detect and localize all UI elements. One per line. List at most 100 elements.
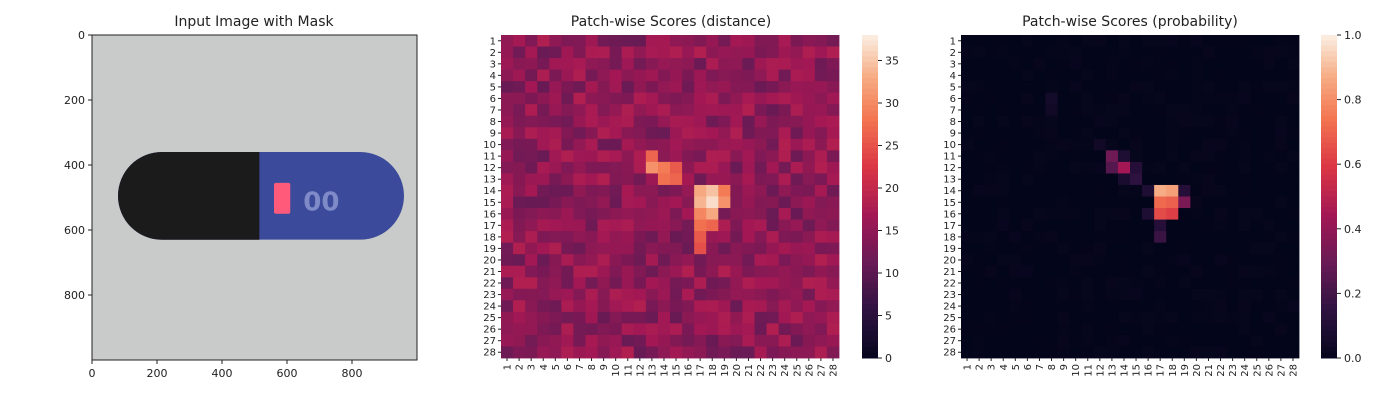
heatmap-cell [814, 173, 828, 186]
y-tick-label: 14 [483, 186, 496, 197]
heatmap-cell [997, 323, 1010, 336]
heatmap-cell [1262, 254, 1276, 267]
heatmap-cell [1166, 184, 1179, 197]
heatmap-cell [802, 254, 816, 267]
heatmap-cell [1262, 58, 1276, 71]
heatmap-cell [1178, 115, 1191, 128]
colorbar-segment [1321, 67, 1337, 74]
heatmap-cell [790, 104, 804, 117]
heatmap-cell [1166, 208, 1179, 220]
heatmap-cell [585, 196, 598, 209]
heatmap-cell [1274, 115, 1288, 128]
heatmap-cell [790, 334, 804, 347]
heatmap-cell [1081, 311, 1095, 324]
heatmap-cell [633, 58, 647, 71]
heatmap-cell [778, 115, 792, 128]
heatmap-cell [1117, 323, 1131, 336]
heatmap-cell [1262, 104, 1276, 117]
heatmap-cell [633, 127, 647, 140]
heatmap-cell [754, 35, 767, 47]
heatmap-cell [573, 300, 586, 313]
heatmap-cell [1009, 104, 1022, 117]
x-tick-label: 7 [575, 364, 586, 370]
colorbar-segment [1321, 223, 1337, 230]
heatmap-cell [645, 46, 659, 59]
y-tick-label: 2 [950, 48, 956, 59]
heatmap-cell [1021, 161, 1034, 174]
heatmap-cell [730, 161, 743, 174]
heatmap-cell [730, 288, 743, 301]
heatmap-cell [1238, 69, 1252, 82]
heatmap-cell [718, 208, 731, 220]
x-tick-label: 6 [1023, 364, 1034, 370]
heatmap-cell [1142, 35, 1155, 47]
heatmap-cell [754, 300, 767, 313]
heatmap-cell [1226, 138, 1240, 151]
heatmap-cell [1250, 161, 1264, 174]
heatmap-cell [814, 127, 828, 140]
heatmap-cell [1178, 150, 1191, 163]
heatmap-cell [1057, 92, 1071, 105]
heatmap-cell [682, 311, 695, 324]
heatmap-cell [1226, 277, 1240, 290]
heatmap-cell [537, 254, 550, 267]
heatmap-cell [585, 35, 598, 47]
x-tick-label: 14 [659, 364, 670, 377]
colorbar-tick-label: 0.0 [1344, 352, 1362, 365]
heatmap-cell [1117, 69, 1131, 82]
heatmap-cell [1178, 346, 1191, 359]
x-tick-label: 10 [611, 364, 622, 377]
heatmap-cell [1021, 115, 1034, 128]
heatmap-cell [718, 138, 731, 151]
heatmap-cell [501, 288, 514, 301]
heatmap-cell [1190, 92, 1203, 105]
heatmap-cell [973, 242, 986, 255]
heatmap-cell [1057, 173, 1071, 186]
colorbar-segment [1321, 250, 1337, 257]
colorbar-segment [862, 244, 878, 251]
heatmap-cell [706, 311, 719, 324]
heatmap-cell [766, 288, 780, 301]
heatmap-cell [1081, 104, 1095, 117]
heatmap-cell [826, 138, 840, 151]
heatmap-cell [1033, 208, 1046, 220]
colorbar-segment [1321, 78, 1337, 84]
colorbar-tick-label: 10 [885, 267, 899, 280]
heatmap-cell [1045, 150, 1058, 163]
heatmap-cell [597, 196, 611, 209]
heatmap-cell [766, 173, 780, 186]
heatmap-cell [561, 219, 574, 232]
heatmap-cell [766, 323, 780, 336]
heatmap-cell [1154, 231, 1167, 244]
heatmap-cell [501, 219, 514, 232]
heatmap-cell [1214, 161, 1227, 174]
heatmap-cell [766, 277, 780, 290]
heatmap-cell [1238, 288, 1252, 301]
heatmap-cell [1057, 127, 1071, 140]
y-tick-label: 0 [78, 29, 85, 42]
heatmap-cell [766, 242, 780, 255]
heatmap-cell [1274, 208, 1288, 220]
colorbar-segment [862, 234, 878, 241]
heatmap-cell [814, 242, 828, 255]
heatmap-cell [1178, 46, 1191, 59]
heatmap-cell [1202, 127, 1215, 140]
heatmap-cell [1214, 138, 1227, 151]
heatmap-cell [814, 231, 828, 244]
y-tick-label: 9 [950, 129, 956, 140]
heatmap-cell [1214, 127, 1227, 140]
heatmap-cell [1250, 346, 1264, 359]
heatmap-cell [597, 277, 611, 290]
heatmap-cell [670, 254, 683, 267]
heatmap-cell [1021, 231, 1034, 244]
heatmap-cell [1274, 265, 1288, 278]
heatmap-cell [1142, 115, 1155, 128]
heatmap-cell [1093, 161, 1107, 174]
heatmap-cell [1154, 208, 1167, 220]
heatmap-cell [597, 231, 611, 244]
heatmap-cell [1214, 150, 1227, 163]
colorbar-segment [862, 293, 878, 300]
heatmap-cell [1178, 265, 1191, 278]
heatmap-cell [1238, 242, 1252, 255]
heatmap-cell [1286, 196, 1300, 209]
